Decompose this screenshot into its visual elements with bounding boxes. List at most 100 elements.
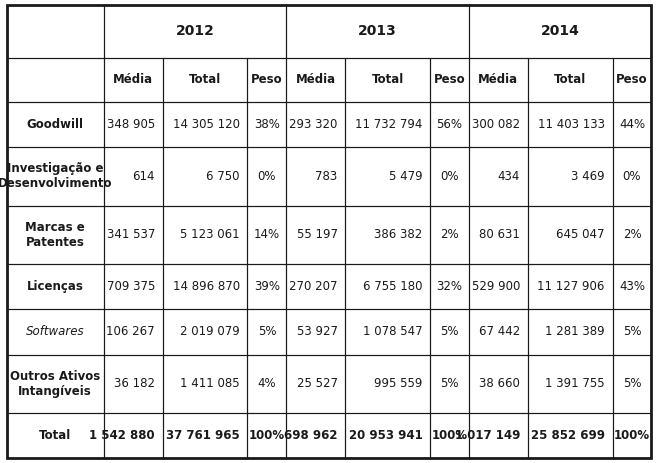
Bar: [345, 58, 430, 102]
Text: 2012: 2012: [176, 25, 215, 38]
Bar: [613, 102, 651, 147]
Bar: [247, 309, 286, 355]
Text: 2013: 2013: [358, 25, 397, 38]
Text: 37 761 965: 37 761 965: [166, 429, 240, 442]
Text: 36 182: 36 182: [114, 377, 155, 390]
Bar: [528, 206, 613, 264]
Text: Total: Total: [372, 74, 404, 87]
Text: Goodwill: Goodwill: [27, 118, 84, 131]
Bar: [286, 206, 345, 264]
Bar: [286, 5, 469, 58]
Text: 1 542 880: 1 542 880: [89, 429, 155, 442]
Bar: [430, 58, 469, 102]
Text: 6 755 180: 6 755 180: [363, 280, 422, 293]
Bar: [7, 264, 104, 309]
Bar: [7, 355, 104, 413]
Text: 386 382: 386 382: [374, 228, 422, 241]
Bar: [430, 309, 469, 355]
Bar: [104, 413, 163, 458]
Bar: [7, 5, 104, 58]
Text: 38 660: 38 660: [479, 377, 520, 390]
Bar: [7, 147, 104, 206]
Text: Total: Total: [554, 74, 586, 87]
Bar: [430, 264, 469, 309]
Text: Marcas e
Patentes: Marcas e Patentes: [25, 221, 85, 249]
Bar: [104, 264, 163, 309]
Text: 293 320: 293 320: [290, 118, 338, 131]
Text: Média: Média: [478, 74, 519, 87]
Text: 20 953 941: 20 953 941: [349, 429, 422, 442]
Text: 434: 434: [497, 170, 520, 183]
Text: 100%: 100%: [249, 429, 285, 442]
Bar: [247, 355, 286, 413]
Bar: [469, 147, 528, 206]
Text: 783: 783: [315, 170, 338, 183]
Bar: [528, 147, 613, 206]
Text: 106 267: 106 267: [107, 325, 155, 338]
Text: Investigação e
Desenvolvimento: Investigação e Desenvolvimento: [0, 163, 113, 190]
Bar: [163, 206, 247, 264]
Text: 5%: 5%: [440, 377, 459, 390]
Bar: [469, 102, 528, 147]
Bar: [613, 309, 651, 355]
Bar: [104, 58, 163, 102]
Text: Peso: Peso: [251, 74, 283, 87]
Bar: [345, 102, 430, 147]
Text: 300 082: 300 082: [472, 118, 520, 131]
Bar: [469, 58, 528, 102]
Text: 14 896 870: 14 896 870: [172, 280, 240, 293]
Bar: [528, 102, 613, 147]
Text: 709 375: 709 375: [107, 280, 155, 293]
Bar: [613, 355, 651, 413]
Text: 0%: 0%: [258, 170, 276, 183]
Bar: [528, 264, 613, 309]
Text: 55 197: 55 197: [297, 228, 338, 241]
Bar: [163, 264, 247, 309]
Bar: [345, 206, 430, 264]
Bar: [286, 355, 345, 413]
Bar: [469, 413, 528, 458]
Bar: [104, 309, 163, 355]
Bar: [163, 102, 247, 147]
Text: 44%: 44%: [619, 118, 645, 131]
Text: 2 019 079: 2 019 079: [180, 325, 240, 338]
Bar: [528, 413, 613, 458]
Text: 645 047: 645 047: [556, 228, 605, 241]
Bar: [7, 206, 104, 264]
Text: 39%: 39%: [254, 280, 280, 293]
Text: Outros Ativos
Intangíveis: Outros Ativos Intangíveis: [10, 370, 100, 398]
Text: 53 927: 53 927: [297, 325, 338, 338]
Bar: [430, 413, 469, 458]
Text: 2%: 2%: [622, 228, 642, 241]
Text: 270 207: 270 207: [289, 280, 338, 293]
Text: 11 403 133: 11 403 133: [538, 118, 605, 131]
Text: 25 852 699: 25 852 699: [531, 429, 605, 442]
Bar: [163, 413, 247, 458]
Bar: [469, 264, 528, 309]
Text: 5 123 061: 5 123 061: [180, 228, 240, 241]
Bar: [345, 309, 430, 355]
Text: 2014: 2014: [541, 25, 580, 38]
Text: 100%: 100%: [614, 429, 650, 442]
Bar: [469, 206, 528, 264]
Bar: [469, 355, 528, 413]
Text: 5 479: 5 479: [389, 170, 422, 183]
Text: 67 442: 67 442: [479, 325, 520, 338]
Text: 5%: 5%: [622, 377, 642, 390]
Bar: [345, 147, 430, 206]
Bar: [286, 309, 345, 355]
Text: 5%: 5%: [622, 325, 642, 338]
Text: 11 127 906: 11 127 906: [538, 280, 605, 293]
Text: 14 305 120: 14 305 120: [172, 118, 240, 131]
Bar: [345, 355, 430, 413]
Bar: [7, 309, 104, 355]
Bar: [104, 355, 163, 413]
Bar: [163, 147, 247, 206]
Text: Total: Total: [39, 429, 71, 442]
Bar: [528, 309, 613, 355]
Bar: [286, 264, 345, 309]
Bar: [247, 206, 286, 264]
Text: 0%: 0%: [440, 170, 459, 183]
Text: 529 900: 529 900: [472, 280, 520, 293]
Text: 1 281 389: 1 281 389: [545, 325, 605, 338]
